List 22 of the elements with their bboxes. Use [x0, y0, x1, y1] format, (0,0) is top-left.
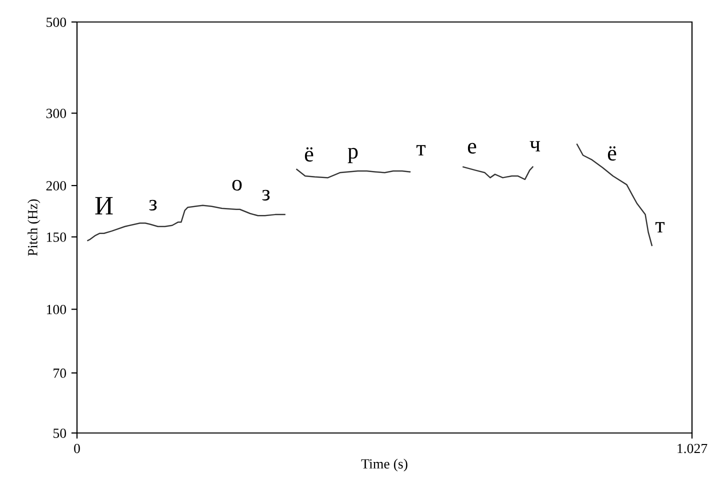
y-tick-label: 50 — [54, 428, 66, 438]
annotation: т — [655, 222, 665, 232]
annotation: з — [262, 190, 270, 201]
y-tick-label: 150 — [46, 232, 66, 242]
annotation: ё — [304, 147, 314, 162]
y-tick-label: 200 — [46, 181, 66, 191]
annotation: ё — [608, 146, 616, 161]
annotation: о — [232, 180, 242, 191]
annotation: И — [95, 197, 113, 214]
annotation: е — [468, 142, 476, 154]
y-tick-label: 70 — [54, 368, 66, 378]
y-tick-label: 100 — [46, 304, 66, 314]
y-tick-label: 500 — [46, 18, 66, 27]
annotation: р — [348, 148, 358, 164]
y-tick-label: 300 — [46, 108, 66, 118]
annotation: т — [416, 145, 426, 156]
x-tick-label: 0 — [74, 444, 80, 454]
y-axis-title: Pitch (Hz) — [28, 199, 40, 256]
x-axis-title: Time (s) — [361, 458, 408, 472]
annotation: з — [149, 200, 157, 211]
annotation: ч — [530, 141, 540, 152]
x-tick-label: 1.027 — [678, 444, 708, 454]
